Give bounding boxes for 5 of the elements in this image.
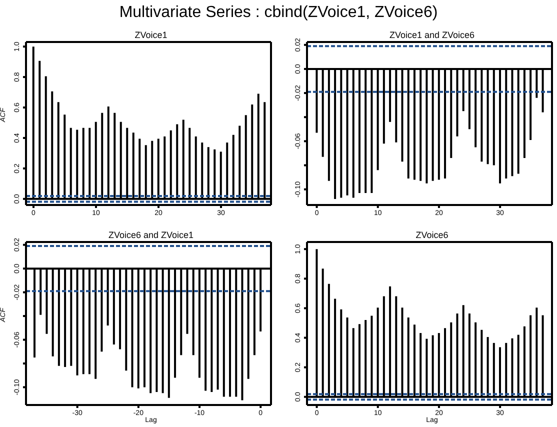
chart-subtitle: ZVoice1: [134, 30, 168, 40]
chart-title: ZVoice1 and ZVoice6: [388, 30, 476, 40]
chart-title: ZVoice6: [414, 230, 450, 240]
chart-title: ZVoice6 and ZVoice1: [107, 230, 195, 240]
chart-title: Multivariate Series : cbind(ZVoice1, ZVoice6): [118, 4, 439, 22]
